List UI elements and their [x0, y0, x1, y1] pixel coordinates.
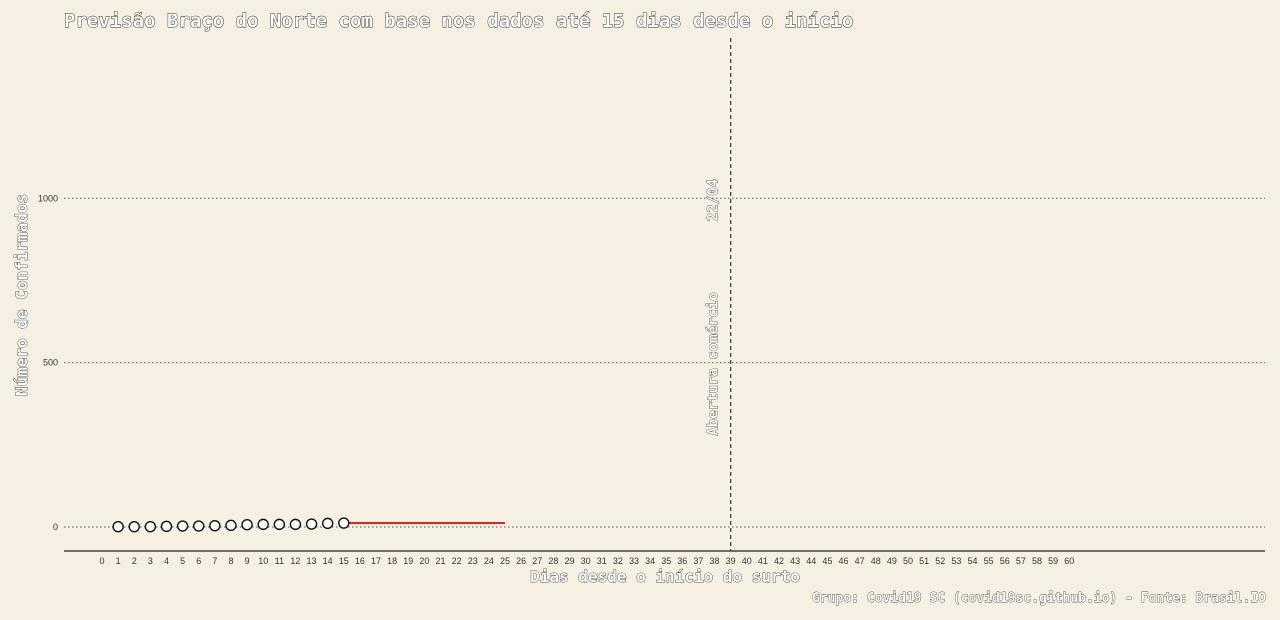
data-point [128, 520, 140, 533]
x-tick-label: 55 [984, 556, 994, 566]
data-point [338, 517, 350, 529]
x-tick-label: 46 [839, 556, 849, 566]
x-tick-label: 19 [403, 556, 413, 566]
x-tick-label: 9 [245, 556, 250, 566]
x-tick-label: 39 [726, 556, 736, 566]
x-tick-label: 54 [967, 556, 977, 566]
y-tick-label: 0 [53, 522, 58, 532]
x-tick-label: 27 [532, 556, 542, 566]
x-tick-label: 58 [1032, 556, 1042, 566]
x-tick-label: 10 [258, 556, 268, 566]
x-tick-label: 53 [951, 556, 961, 566]
data-point [273, 518, 286, 531]
x-tick-label: 43 [790, 556, 800, 566]
x-tick-label: 60 [1064, 556, 1074, 566]
x-tick-label: 42 [774, 556, 784, 566]
x-tick-label: 14 [323, 556, 333, 566]
chart-caption: Grupo: Covid19 SC (covid19sc.github.io) … [812, 591, 1266, 606]
x-tick-label: 8 [228, 556, 233, 566]
x-tick-label: 45 [822, 556, 832, 566]
x-tick-label: 40 [742, 556, 752, 566]
x-tick-label: 38 [710, 556, 720, 566]
data-point [193, 520, 205, 532]
x-tick-label: 12 [290, 556, 300, 566]
x-tick-label: 30 [581, 556, 591, 566]
data-point [176, 520, 189, 532]
x-tick-label: 20 [419, 556, 429, 566]
x-tick-label: 6 [196, 556, 201, 566]
x-tick-label: 16 [355, 556, 365, 566]
data-point [112, 520, 124, 533]
x-tick-label: 22 [452, 556, 462, 566]
x-tick-label: 31 [597, 556, 607, 566]
x-tick-label: 29 [564, 556, 574, 566]
x-tick-label: 33 [629, 556, 639, 566]
data-point [241, 518, 253, 531]
x-tick-label: 17 [371, 556, 381, 566]
x-tick-label: 36 [677, 556, 687, 566]
x-tick-label: 37 [693, 556, 703, 566]
vline-date-label: 22/04 [706, 179, 722, 221]
x-tick-label: 2 [132, 556, 137, 566]
y-axis-ticks: 0 500 1000 [38, 193, 58, 532]
x-tick-label: 59 [1048, 556, 1058, 566]
x-tick-label: 24 [484, 556, 494, 566]
x-tick-label: 0 [99, 556, 104, 566]
x-tick-label: 44 [806, 556, 816, 566]
data-point [160, 520, 173, 533]
x-tick-label: 18 [387, 556, 397, 566]
x-tick-label: 41 [758, 556, 768, 566]
x-tick-label: 28 [548, 556, 558, 566]
x-tick-label: 11 [275, 556, 284, 566]
x-tick-label: 1 [116, 556, 121, 566]
data-point [257, 518, 269, 531]
data-point [209, 519, 221, 532]
y-axis-title: Número de Confirmados [12, 194, 31, 396]
x-tick-label: 35 [661, 556, 671, 566]
x-tick-label: 23 [468, 556, 478, 566]
y-tick-label: 500 [43, 358, 58, 368]
x-tick-label: 13 [307, 556, 317, 566]
x-tick-label: 50 [903, 556, 913, 566]
y-tick-label: 1000 [38, 193, 58, 203]
x-tick-label: 51 [919, 556, 929, 566]
x-tick-label: 3 [148, 556, 153, 566]
reference-line: 22/04 Abertura comércio [705, 38, 732, 551]
x-tick-label: 15 [339, 556, 349, 566]
data-point [321, 517, 334, 530]
vline-event-label: Abertura comércio [706, 292, 722, 435]
x-tick-label: 4 [164, 556, 169, 566]
x-tick-label: 52 [935, 556, 945, 566]
x-tick-label: 25 [500, 556, 510, 566]
x-axis-ticks: 0 1 2 3 4 5 6 7 8 9 10 11 12 13 14 15 16 17 18 19 20 21 22 23 24… [99, 556, 1074, 566]
x-tick-label: 34 [645, 556, 655, 566]
data-point [225, 519, 237, 532]
x-tick-label: 32 [613, 556, 623, 566]
data-point [289, 518, 302, 531]
gridlines [64, 197, 1265, 528]
x-axis-title: Dias desde o início do surto [530, 567, 800, 586]
chart-title: Previsão Braço do Norte com base nos dad… [64, 10, 853, 32]
x-tick-label: 56 [1000, 556, 1010, 566]
x-tick-label: 26 [516, 556, 526, 566]
x-tick-label: 57 [1016, 556, 1026, 566]
x-tick-label: 49 [887, 556, 897, 566]
x-tick-label: 7 [212, 556, 217, 566]
x-tick-label: 5 [180, 556, 185, 566]
data-point [305, 518, 318, 530]
x-tick-label: 48 [871, 556, 881, 566]
x-tick-label: 21 [436, 556, 446, 566]
x-tick-label: 47 [855, 556, 865, 566]
data-point [144, 520, 157, 533]
data-series [112, 517, 505, 533]
